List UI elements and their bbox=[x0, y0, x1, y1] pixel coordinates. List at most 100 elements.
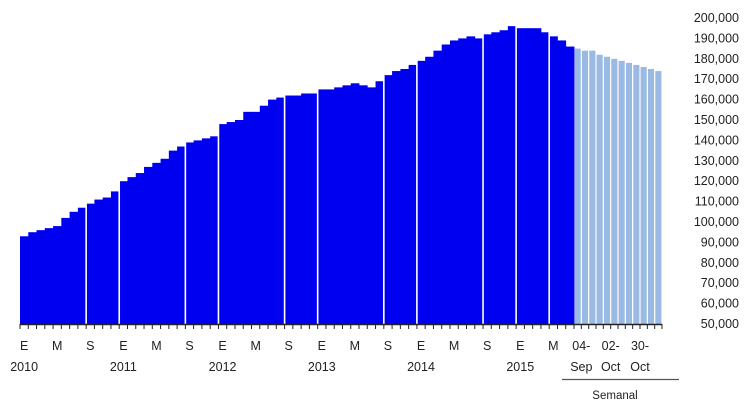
x-tick-labels: E M S E M S E M S E M S E M S E M 2010 2011 2012 2013 2014 201… bbox=[10, 339, 650, 374]
bar-monthly bbox=[532, 28, 542, 324]
y-axis-labels: 50,000 60,000 70,000 80,000 90,000 100,000 110… bbox=[694, 11, 739, 331]
bar-monthly bbox=[524, 28, 534, 324]
bar-monthly bbox=[110, 191, 120, 324]
bar-monthly bbox=[516, 28, 525, 324]
weekly-tick-label-day: 30- bbox=[631, 339, 649, 353]
x-tick-label: E bbox=[516, 339, 524, 353]
x-tick-label: M bbox=[250, 339, 260, 353]
bar-monthly bbox=[309, 93, 319, 324]
y-tick-label: 180,000 bbox=[694, 52, 739, 66]
period-separators bbox=[85, 24, 550, 324]
bar-monthly bbox=[350, 83, 360, 324]
bar-monthly bbox=[557, 40, 567, 324]
bar-monthly bbox=[507, 26, 517, 324]
y-tick-label: 70,000 bbox=[701, 276, 739, 290]
bar-monthly bbox=[259, 105, 269, 324]
y-tick-label: 190,000 bbox=[694, 31, 739, 45]
bar-monthly bbox=[474, 38, 484, 325]
x-tick-label: E bbox=[417, 339, 425, 353]
bar-monthly bbox=[458, 38, 467, 325]
bar-monthly bbox=[392, 71, 401, 324]
bar-monthly bbox=[28, 232, 37, 324]
bar-monthly bbox=[193, 140, 203, 324]
y-tick-label: 150,000 bbox=[694, 113, 739, 127]
weekly-tick-label-month: Oct bbox=[601, 360, 621, 374]
bar-weekly bbox=[574, 48, 581, 324]
weekly-tick-label-month: Sep bbox=[570, 360, 592, 374]
y-tick-label: 120,000 bbox=[694, 174, 739, 188]
bar-monthly bbox=[210, 136, 219, 324]
y-tick-label: 90,000 bbox=[701, 235, 739, 249]
bar-monthly bbox=[201, 138, 211, 324]
x-tick-label: E bbox=[20, 339, 28, 353]
bar-monthly bbox=[466, 36, 476, 325]
bar-weekly bbox=[640, 66, 647, 325]
x-tick-label: M bbox=[350, 339, 360, 353]
bar-monthly bbox=[284, 95, 294, 325]
bar-monthly bbox=[400, 69, 410, 324]
bar-monthly bbox=[317, 89, 327, 325]
bar-monthly bbox=[127, 177, 137, 324]
bar-monthly bbox=[160, 158, 170, 324]
bar-monthly bbox=[168, 150, 178, 324]
y-tick-label: 100,000 bbox=[694, 215, 739, 229]
bar-monthly bbox=[416, 60, 426, 325]
y-tick-label: 60,000 bbox=[701, 297, 739, 311]
year-label: 2010 bbox=[10, 360, 38, 374]
weekly-tick-label-day: 04- bbox=[572, 339, 590, 353]
bar-weekly bbox=[581, 50, 589, 324]
bar-monthly bbox=[433, 50, 443, 324]
x-tick-label: S bbox=[285, 339, 293, 353]
bar-monthly bbox=[301, 93, 310, 324]
bar-weekly bbox=[655, 71, 662, 324]
bar-monthly bbox=[367, 87, 376, 324]
bar-monthly bbox=[94, 199, 104, 324]
bar-monthly bbox=[102, 197, 112, 324]
y-tick-label: 50,000 bbox=[701, 317, 739, 331]
bar-monthly bbox=[53, 226, 62, 324]
bar-weekly bbox=[611, 58, 618, 325]
bar-monthly bbox=[234, 120, 244, 324]
bar-monthly bbox=[177, 146, 186, 324]
bar-monthly bbox=[119, 181, 128, 324]
bars-group bbox=[20, 26, 662, 325]
x-tick-label: E bbox=[318, 339, 326, 353]
bar-monthly bbox=[251, 111, 261, 324]
bar-monthly bbox=[44, 228, 54, 324]
weekly-tick-label-month: Oct bbox=[630, 360, 650, 374]
bar-monthly bbox=[540, 32, 550, 324]
bar-weekly bbox=[647, 69, 655, 324]
bar-monthly bbox=[152, 162, 161, 324]
bar-monthly bbox=[491, 32, 500, 324]
bar-monthly bbox=[185, 142, 195, 324]
bar-monthly bbox=[408, 64, 418, 325]
weekly-tick-label-day: 02- bbox=[602, 339, 620, 353]
x-tick-label: S bbox=[86, 339, 94, 353]
y-tick-label: 140,000 bbox=[694, 133, 739, 147]
year-label: 2015 bbox=[506, 360, 534, 374]
bar-monthly bbox=[243, 111, 252, 324]
bar-monthly bbox=[342, 85, 352, 324]
x-tick-label: M bbox=[52, 339, 62, 353]
bar-monthly bbox=[86, 203, 95, 324]
x-tick-label: E bbox=[119, 339, 127, 353]
bar-monthly bbox=[36, 230, 46, 324]
bar-monthly bbox=[61, 217, 71, 324]
bar-monthly bbox=[135, 173, 145, 324]
bar-monthly bbox=[226, 122, 236, 324]
year-label: 2013 bbox=[308, 360, 336, 374]
bar-monthly bbox=[383, 75, 393, 325]
bar-monthly bbox=[77, 207, 87, 324]
bar-monthly bbox=[565, 46, 575, 325]
bar-monthly bbox=[375, 81, 385, 325]
y-tick-label: 170,000 bbox=[694, 72, 739, 86]
bar-monthly bbox=[20, 236, 29, 324]
x-tick-label: S bbox=[384, 339, 392, 353]
year-label: 2011 bbox=[110, 360, 137, 374]
x-tick-label: M bbox=[548, 339, 558, 353]
x-tick-label: S bbox=[185, 339, 193, 353]
bar-monthly bbox=[325, 89, 335, 325]
bar-monthly bbox=[499, 30, 509, 325]
x-tick-label: S bbox=[483, 339, 491, 353]
bar-monthly bbox=[276, 97, 285, 324]
